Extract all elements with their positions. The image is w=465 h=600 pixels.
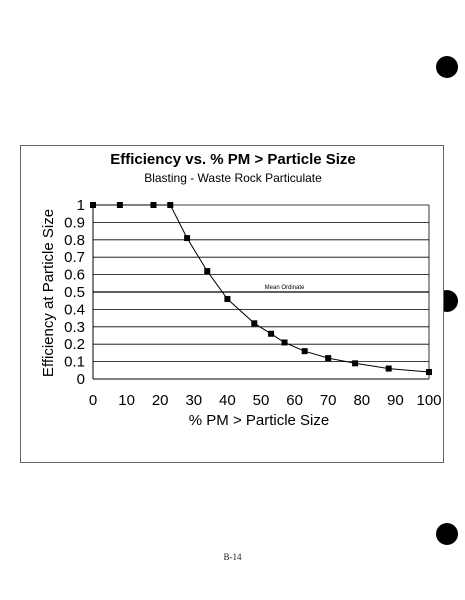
x-tick-label: 70 [320, 392, 337, 409]
x-tick-label: 30 [185, 392, 202, 409]
y-tick-label: 0.6 [64, 267, 85, 284]
data-point-marker [224, 295, 231, 302]
y-tick-label: 0.1 [64, 354, 85, 371]
plot-area: 00.10.20.30.40.50.60.70.80.910 10 20 30 40 50… [64, 197, 441, 409]
data-point-marker [116, 202, 123, 208]
x-tick-label: 40 [219, 392, 236, 409]
y-tick-label: 1 [77, 197, 85, 214]
y-tick-label: 0.4 [64, 301, 85, 318]
y-tick-label: 0.2 [64, 336, 85, 353]
mean-ordinate-annotation: Mean Ordinate [265, 285, 305, 291]
y-tick-label: 0.7 [64, 249, 85, 266]
data-point-marker [150, 202, 157, 208]
punch-hole-bottom [436, 523, 458, 545]
data-point-marker [167, 202, 174, 208]
data-point-marker [268, 330, 275, 337]
data-point-marker [325, 355, 332, 362]
y-axis-label: Efficiency at Particle Size [40, 209, 57, 377]
y-tick-label: 0 [77, 371, 85, 388]
y-tick-label: 0.9 [64, 214, 85, 231]
x-axis-label: % PM > Particle Size [189, 412, 329, 429]
data-point-marker [385, 365, 392, 372]
data-point-marker [301, 348, 308, 355]
x-tick-label: 60 [286, 392, 303, 409]
data-point-marker [426, 369, 432, 376]
data-point-marker [204, 268, 211, 275]
y-tick-label: 0.5 [64, 284, 85, 301]
x-tick-label: 10 [118, 392, 135, 409]
data-point-marker [184, 235, 191, 242]
x-tick-label: 90 [387, 392, 404, 409]
chart-subtitle: Blasting - Waste Rock Particulate [144, 171, 322, 185]
x-tick-label: 0 [89, 392, 97, 409]
data-point-marker [281, 339, 288, 346]
series-line [93, 204, 430, 373]
data-point-marker [251, 320, 258, 327]
chart-title: Efficiency vs. % PM > Particle Size [110, 151, 356, 168]
chart-svg: Efficiency vs. % PM > Particle Size Blas… [40, 151, 442, 429]
x-tick-label: 50 [253, 392, 270, 409]
data-point-marker [352, 360, 359, 367]
chart-frame: Efficiency vs. % PM > Particle Size Blas… [20, 145, 444, 463]
y-tick-label: 0.3 [64, 319, 85, 336]
data-point-marker [90, 202, 96, 208]
punch-hole-top [436, 56, 458, 78]
x-tick-label: 80 [353, 392, 370, 409]
page-number: B-14 [223, 552, 242, 562]
x-tick-label: 20 [152, 392, 169, 409]
y-tick-label: 0.8 [64, 232, 85, 249]
x-tick-label: 100 [416, 392, 441, 409]
